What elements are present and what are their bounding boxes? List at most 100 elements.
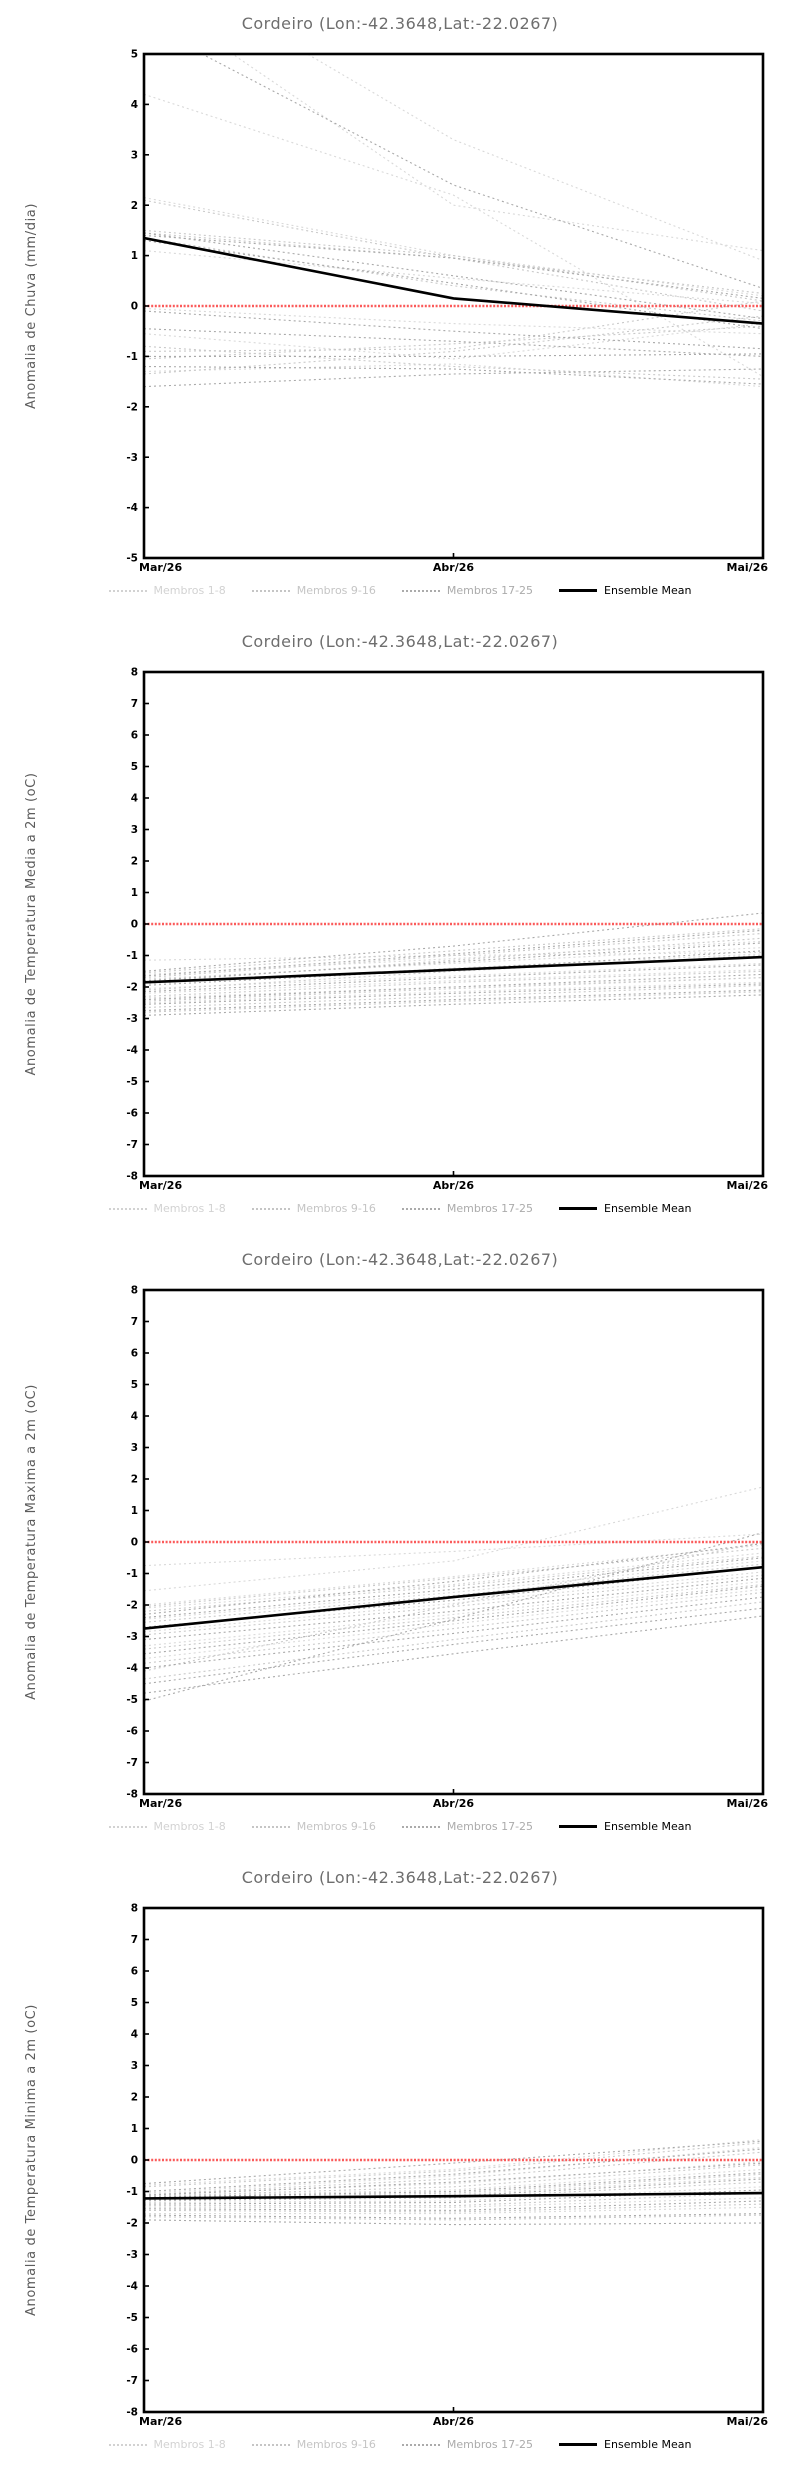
legend-label: Ensemble Mean <box>604 2438 692 2451</box>
page-title: Cordeiro (Lon:-42.3648,Lat:-22.0267) <box>241 1868 559 1887</box>
member-line <box>144 1601 763 1680</box>
legend-item[interactable]: Ensemble Mean <box>559 1820 691 1833</box>
member-series-group <box>144 54 763 388</box>
member-line <box>144 2172 763 2198</box>
y-tick-label: -8 <box>126 2407 138 2419</box>
legend-swatch-solid <box>559 589 598 592</box>
member-line <box>144 1560 763 1620</box>
y-tick-label: -4 <box>126 2281 138 2293</box>
page-title: Cordeiro (Lon:-42.3648,Lat:-22.0267) <box>241 14 559 33</box>
legend-item[interactable]: Ensemble Mean <box>559 2438 691 2451</box>
member-line <box>144 2168 763 2197</box>
member-line <box>144 991 763 1013</box>
member-line <box>306 54 763 262</box>
chart-canvas: -8 -7 -6 -5 -4 -3 -2 -1 0 1 2 3 4 5 6 7 8 <box>126 1903 765 2419</box>
legend-swatch-dotted <box>108 589 147 592</box>
y-tick-label: -6 <box>126 1108 138 1120</box>
member-line <box>144 2140 763 2185</box>
legend-swatch-dotted <box>108 1825 147 1828</box>
legend-label: Membros 1-8 <box>153 1202 226 1215</box>
y-tick-label: 6 <box>131 1966 138 1978</box>
legend-item[interactable]: Membros 1-8 <box>108 1820 226 1833</box>
y-tick-label: 3 <box>131 1442 138 1454</box>
member-line <box>144 1596 763 1669</box>
legend-item[interactable]: Membros 1-8 <box>108 2438 226 2451</box>
member-line <box>144 1588 763 1660</box>
legend-item[interactable]: Membros 1-8 <box>108 1202 226 1215</box>
member-line <box>144 1543 763 1615</box>
legend-item[interactable]: Membros 9-16 <box>251 2438 376 2451</box>
member-line <box>144 2146 763 2194</box>
member-line <box>144 2186 763 2204</box>
member-line <box>144 1591 763 1664</box>
x-tick-label: Abr/26 <box>432 2415 475 2428</box>
chart-canvas: -8 -7 -6 -5 -4 -3 -2 -1 0 1 2 3 4 5 6 7 8 <box>126 1285 765 1801</box>
legend-label: Membros 17-25 <box>446 584 534 597</box>
ensemble-mean-line <box>144 1565 763 1630</box>
legend-item[interactable]: Membros 9-16 <box>251 1820 376 1833</box>
legend-item[interactable]: Membros 1-8 <box>108 584 226 597</box>
member-line <box>144 984 763 1009</box>
x-tick-label: Mai/26 <box>726 1797 768 1810</box>
y-tick-label: -5 <box>126 1076 138 1088</box>
chart-canvas: -8 -7 -6 -5 -4 -3 -2 -1 0 1 2 3 4 5 6 7 8 <box>126 667 765 1183</box>
y-tick-label: 7 <box>131 1934 138 1946</box>
legend-swatch-dotted <box>401 2443 440 2446</box>
legend-item[interactable]: Membros 17-25 <box>401 584 534 597</box>
legend-item[interactable]: Membros 17-25 <box>401 2438 533 2451</box>
member-line <box>144 328 763 357</box>
member-series-group <box>144 1486 763 1702</box>
legend-item[interactable]: Ensemble Mean <box>559 1202 691 1215</box>
member-line <box>144 1533 763 1567</box>
member-line <box>144 2192 763 2207</box>
y-axis-label: Anomalia de Temperatura Media a 2m (oC) <box>24 772 39 1076</box>
member-line <box>144 237 763 322</box>
member-line <box>144 1577 763 1641</box>
legend-item[interactable]: Membros 9-16 <box>251 1202 376 1215</box>
member-line <box>144 197 763 297</box>
x-tick-label: Mai/26 <box>726 2415 768 2428</box>
legend-item[interactable]: Ensemble Mean <box>559 584 691 597</box>
y-tick-label: 4 <box>131 99 138 111</box>
member-line <box>144 2214 763 2221</box>
member-series-group <box>144 912 763 1016</box>
member-line <box>144 929 763 977</box>
y-tick-label: 5 <box>131 761 138 773</box>
y-tick-label: -4 <box>126 1045 138 1057</box>
legend-swatch-dotted <box>251 1825 290 1828</box>
member-line <box>200 54 763 289</box>
member-line <box>144 2178 763 2201</box>
y-tick-label: -6 <box>126 2344 138 2356</box>
ensemble-mean-line <box>144 236 763 325</box>
y-tick-label: 4 <box>131 1411 138 1423</box>
y-tick-label: 4 <box>131 793 138 805</box>
member-line <box>144 365 763 385</box>
chart-canvas: -5 -4 -3 -2 -1 0 1 2 3 4 5 <box>126 49 765 565</box>
member-line <box>144 250 763 305</box>
y-tick-label: -7 <box>126 2375 138 2387</box>
x-tick-label: Mai/26 <box>726 1179 768 1192</box>
y-tick-label: 2 <box>131 2092 138 2104</box>
x-tick-label: Mai/26 <box>726 561 768 574</box>
member-line <box>144 962 763 990</box>
legend-label: Membros 9-16 <box>296 1820 376 1833</box>
y-tick-label: 0 <box>131 1537 138 1549</box>
y-tick-label: -5 <box>126 553 138 565</box>
member-line <box>144 969 763 994</box>
member-line <box>144 1531 763 1702</box>
y-tick-label: -2 <box>126 2218 138 2230</box>
y-tick-label: -5 <box>126 2312 138 2324</box>
legend-item[interactable]: Membros 17-25 <box>401 1202 533 1215</box>
legend-item[interactable]: Membros 17-25 <box>401 1820 533 1833</box>
member-line <box>144 1583 763 1650</box>
legend-swatch-solid <box>559 1825 598 1828</box>
member-line <box>144 368 763 388</box>
legend-item[interactable]: Membros 9-16 <box>251 584 376 597</box>
member-line <box>144 912 763 972</box>
member-line <box>144 1580 763 1647</box>
ensemble-mean-line <box>144 2191 763 2200</box>
chart-legend: Membros 1-8 Membros 9-16 Membros 17-25 Ense… <box>0 1820 800 1833</box>
legend-swatch-dotted <box>108 1207 147 1210</box>
member-line <box>144 1544 763 1606</box>
y-tick-label: -1 <box>126 2186 138 2198</box>
